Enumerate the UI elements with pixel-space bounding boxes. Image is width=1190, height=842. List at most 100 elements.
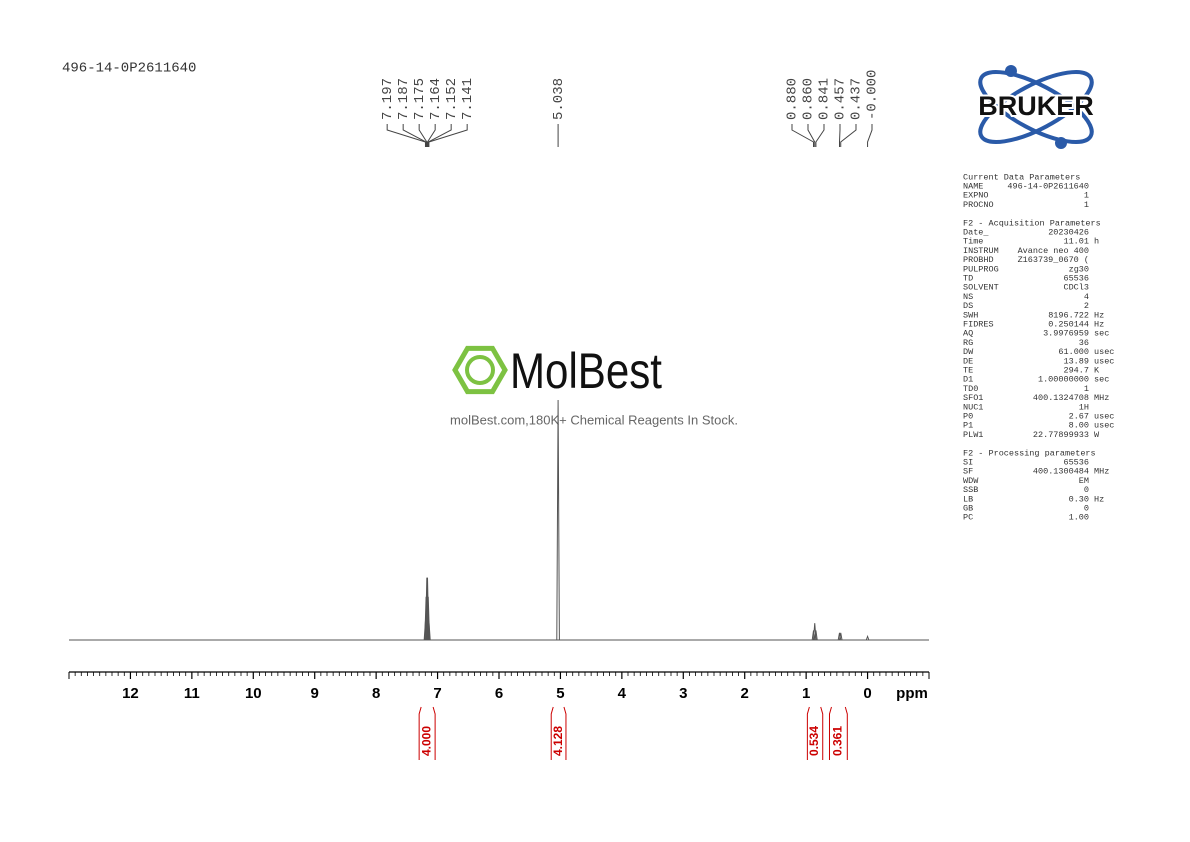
param-unit: Hz <box>1094 310 1104 320</box>
x-tick-label: 12 <box>122 685 139 702</box>
param-value: 2 <box>1084 301 1089 311</box>
param-name: FIDRES <box>963 319 994 329</box>
param-value: 0 <box>1084 485 1089 495</box>
peak-connector <box>791 124 815 147</box>
param-name: NUC1 <box>963 402 983 412</box>
watermark-ring <box>465 355 495 385</box>
param-name: GB <box>963 503 973 513</box>
param-name: SF <box>963 467 973 477</box>
peak-label: 7.175 <box>412 78 428 120</box>
logo-dot <box>1005 65 1017 77</box>
peak <box>838 632 843 641</box>
param-unit: Hz <box>1094 319 1104 329</box>
param-value: 65536 <box>1063 457 1089 467</box>
integral-bracket <box>828 706 848 760</box>
param-value: 400.1300484 <box>1033 467 1089 477</box>
x-tick-label: 10 <box>245 685 262 702</box>
param-name: EXPNO <box>963 191 989 201</box>
x-tick-label: 4 <box>618 685 627 702</box>
param-value: 36 <box>1079 338 1089 348</box>
watermark-brand: MolBest <box>510 343 662 399</box>
param-name: WDW <box>963 476 979 486</box>
param-name: DE <box>963 356 973 366</box>
param-name: Time <box>963 237 983 247</box>
param-name: TD <box>963 273 973 283</box>
peak-connector <box>428 124 468 147</box>
param-value: 8196.722 <box>1048 310 1089 320</box>
x-tick-label: 2 <box>741 685 749 702</box>
peak <box>425 577 430 641</box>
x-tick-label: 8 <box>372 685 380 702</box>
peak-label: 0.841 <box>817 78 833 120</box>
logo-orbit <box>978 70 1094 144</box>
peak-label: 7.164 <box>428 78 444 120</box>
param-name: TE <box>963 365 973 375</box>
integral-label: 0.361 <box>831 726 845 756</box>
param-value: 20230426 <box>1048 227 1089 237</box>
param-value: 1H <box>1079 402 1089 412</box>
peak-connector <box>386 124 426 147</box>
peak <box>811 630 816 641</box>
param-value: 1.00 <box>1069 513 1089 523</box>
peak <box>556 399 560 641</box>
param-name: PULPROG <box>963 264 999 274</box>
param-name: NAME <box>963 181 983 191</box>
param-name: SSB <box>963 485 978 495</box>
param-name: PLW1 <box>963 430 983 440</box>
param-name: RG <box>963 338 973 348</box>
logo-text: BRUKER <box>978 91 1094 121</box>
param-section-title: F2 - Processing parameters <box>963 448 1096 458</box>
peak <box>814 630 818 641</box>
peak-label: 0.437 <box>849 78 865 120</box>
integral-bracket <box>418 706 436 760</box>
param-section-title: F2 - Acquisition Parameters <box>963 218 1101 228</box>
peak-label: 0.860 <box>801 78 817 120</box>
peak <box>427 620 431 641</box>
peak-connector <box>807 124 816 147</box>
integral-label: 4.128 <box>551 726 565 756</box>
param-value: 496-14-0P2611640 <box>1007 181 1089 191</box>
param-value: 2.67 <box>1069 411 1089 421</box>
x-tick-label: 1 <box>802 685 810 702</box>
logo-orbit <box>978 70 1094 144</box>
param-value: CDCl3 <box>1063 283 1089 293</box>
x-tick-label: 5 <box>556 685 564 702</box>
param-value: EM <box>1079 476 1089 486</box>
peak-label: 5.038 <box>551 78 567 120</box>
param-name: SWH <box>963 310 978 320</box>
param-name: PC <box>963 513 973 523</box>
peak-connector <box>840 124 857 147</box>
param-name: SFO1 <box>963 393 983 403</box>
sample-name: 496-14-0P2611640 <box>62 61 196 77</box>
param-name: AQ <box>963 329 973 339</box>
param-name: DW <box>963 347 974 357</box>
param-value: 65536 <box>1063 273 1089 283</box>
logo-dot <box>1055 137 1067 149</box>
peak-connector <box>418 124 428 147</box>
x-axis-label: ppm <box>896 685 928 702</box>
param-value: 3.9976959 <box>1043 329 1089 339</box>
peak-label: -0.000 <box>865 70 881 120</box>
param-name: INSTRUM <box>963 246 999 256</box>
x-tick-label: 11 <box>184 685 200 702</box>
x-tick-label: 9 <box>311 685 319 702</box>
param-value: 61.000 <box>1058 347 1089 357</box>
param-name: NS <box>963 292 973 302</box>
param-value: 0.250144 <box>1048 319 1089 329</box>
integral-label: 4.000 <box>419 726 433 756</box>
param-unit: sec <box>1094 375 1109 385</box>
param-name: D1 <box>963 375 973 385</box>
param-unit: sec <box>1094 329 1109 339</box>
param-name: P0 <box>963 411 973 421</box>
integral-label: 0.534 <box>807 726 821 756</box>
param-section-title: Current Data Parameters <box>963 172 1080 182</box>
peak <box>865 634 870 641</box>
watermark: MolBest molBest.com,180K+ Chemical Reage… <box>450 343 738 427</box>
param-unit: Hz <box>1094 494 1104 504</box>
param-name: LB <box>963 494 973 504</box>
param-name: P1 <box>963 421 973 431</box>
param-value: 4 <box>1084 292 1089 302</box>
